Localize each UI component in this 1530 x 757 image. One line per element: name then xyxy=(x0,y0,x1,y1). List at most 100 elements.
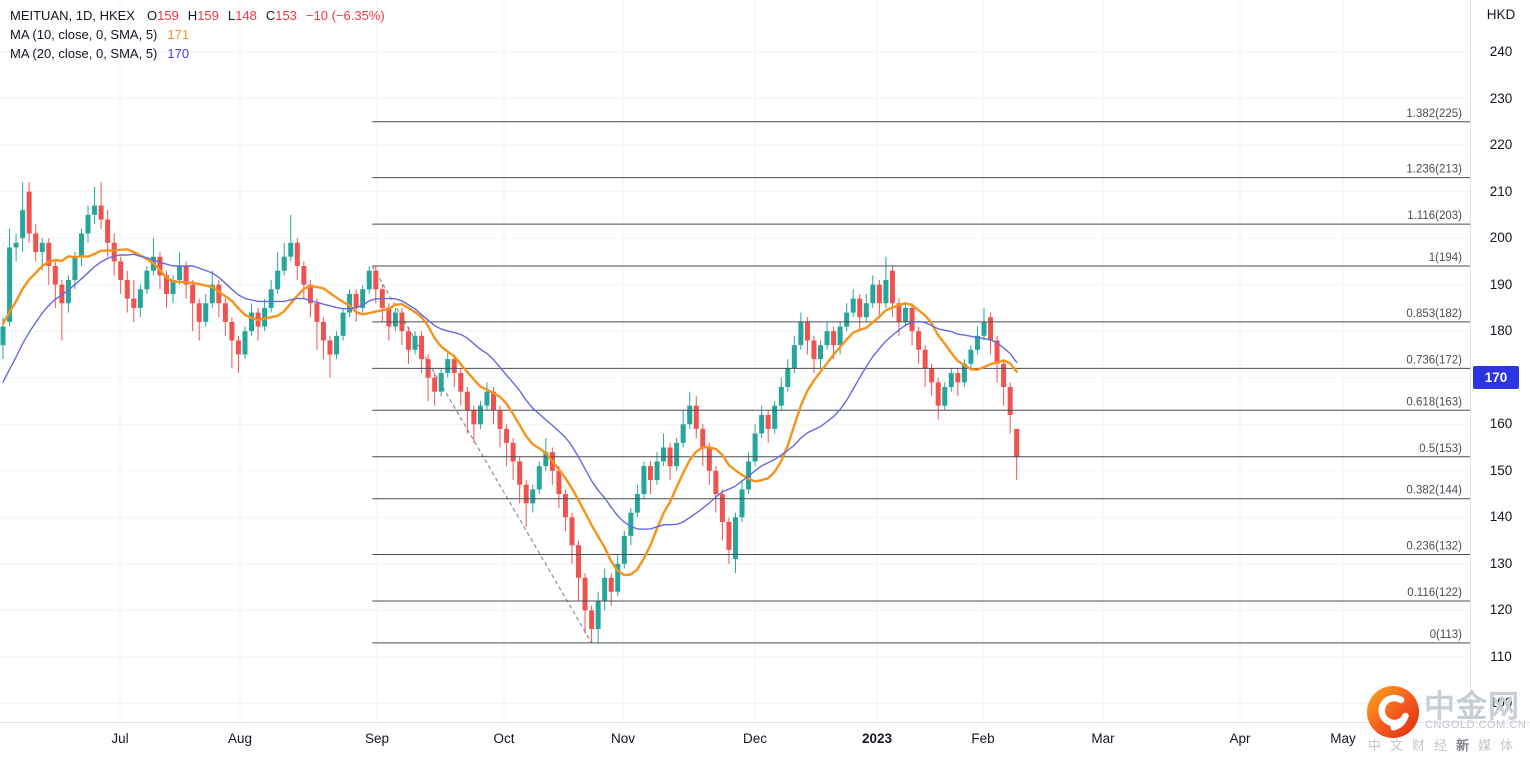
watermark-tagline-char: 中 xyxy=(1368,738,1382,753)
candle-body xyxy=(641,466,647,495)
candle-body xyxy=(759,414,765,434)
candle-body xyxy=(20,210,26,239)
candle-body xyxy=(844,312,850,327)
candle-body xyxy=(935,382,941,406)
change-value: −10 (−6.35%) xyxy=(305,8,385,23)
candle-body xyxy=(602,577,608,602)
watermark-tagline-char: 文 xyxy=(1390,738,1404,753)
candle-body xyxy=(621,535,627,564)
watermark-tagline-char: 新 xyxy=(1456,738,1470,753)
ma-line xyxy=(2,253,1018,530)
candle-body xyxy=(13,242,19,248)
candle-body xyxy=(732,517,738,560)
candle-body xyxy=(608,577,614,592)
candle-body xyxy=(281,256,287,271)
legend-ma10-row[interactable]: MA (10, close, 0, SMA, 5) 171 xyxy=(10,25,385,44)
candle-body xyxy=(118,261,124,280)
candle-body xyxy=(831,331,837,346)
time-tick: 2023 xyxy=(861,731,893,746)
candle-body xyxy=(615,563,621,592)
fib-label: 0.618(163) xyxy=(1406,396,1462,408)
candle-body xyxy=(582,577,588,611)
candle-body xyxy=(556,470,562,495)
candle-body xyxy=(268,289,274,308)
candle-body xyxy=(948,373,954,388)
candle-body xyxy=(988,317,994,341)
candle-body xyxy=(458,373,464,392)
candle-body xyxy=(850,298,856,313)
candle-body xyxy=(589,610,595,629)
candle-body xyxy=(438,373,444,392)
candle-body xyxy=(647,466,653,481)
candle-body xyxy=(974,335,980,350)
watermark-domain: CNGOLD.COM.CN xyxy=(1425,719,1527,731)
price-axis[interactable]: HKD 240 230 220 210 200 190 180 170 160 150 140 130… xyxy=(1470,0,1530,722)
price-tick: 110 xyxy=(1490,648,1512,664)
trend-line[interactable] xyxy=(371,265,593,644)
price-tick: 150 xyxy=(1489,462,1513,478)
candle-body xyxy=(33,233,39,253)
candle-body xyxy=(203,303,209,322)
candle-body xyxy=(870,284,876,304)
candle-body xyxy=(347,293,353,313)
symbol-title: MEITUAN, 1D, HKEX xyxy=(10,8,135,23)
candle-body xyxy=(288,242,294,257)
candle-body xyxy=(65,279,71,304)
fib-label: 0(113) xyxy=(1430,629,1463,641)
candle-body xyxy=(98,205,104,220)
price-tick: 140 xyxy=(1489,509,1513,525)
high-value: H159 xyxy=(187,8,219,23)
candle-body xyxy=(798,321,804,346)
candle-body xyxy=(726,521,732,550)
candle-body xyxy=(569,517,575,546)
candle-body xyxy=(92,205,98,215)
candle-body xyxy=(412,335,418,350)
cngold-logo-icon xyxy=(1367,686,1419,738)
candle-body xyxy=(785,368,791,388)
candle-body xyxy=(46,242,52,267)
watermark-tagline-char: 媒 xyxy=(1478,738,1492,753)
ma20-value: 170 xyxy=(167,46,190,61)
candle-body xyxy=(863,303,869,318)
candle-body xyxy=(530,489,536,504)
fib-label: 0.236(132) xyxy=(1406,541,1462,553)
time-tick: Sep xyxy=(364,731,390,746)
open-value: O159 xyxy=(146,8,179,23)
candle-body xyxy=(517,461,523,485)
candle-body xyxy=(922,349,928,369)
candle-body xyxy=(896,303,902,322)
close-value: C153 xyxy=(265,8,297,23)
candle-body xyxy=(373,270,379,290)
price-tick: 200 xyxy=(1489,230,1513,246)
ma10-label: MA (10, close, 0, SMA, 5) xyxy=(10,27,158,42)
candle-body xyxy=(562,494,568,518)
candle-body xyxy=(497,410,503,429)
candle-body xyxy=(693,405,699,429)
legend-symbol-row[interactable]: MEITUAN, 1D, HKEX O159 H159 L148 C153 −1… xyxy=(10,6,385,25)
candle-body xyxy=(778,387,784,406)
candle-body xyxy=(981,321,987,336)
time-tick: May xyxy=(1330,731,1356,746)
candle-body xyxy=(811,340,817,360)
watermark-tagline-char: 经 xyxy=(1434,738,1448,753)
candle-body xyxy=(929,368,935,383)
candle-body xyxy=(124,279,130,299)
candle-body xyxy=(628,512,634,536)
time-tick: Apr xyxy=(1229,731,1251,746)
candle-body xyxy=(0,326,6,346)
time-axis[interactable]: Jul Aug Sep Oct Nov Dec 2023 Feb Mar Apr May xyxy=(0,722,1530,757)
candle-body xyxy=(857,298,863,318)
fib-label: 0.5(153) xyxy=(1419,443,1462,455)
fib-label: 1.236(213) xyxy=(1406,164,1462,176)
candle-body xyxy=(634,494,640,513)
legend-ma20-row[interactable]: MA (20, close, 0, SMA, 5) 170 xyxy=(10,44,385,63)
candle-body xyxy=(1007,387,1013,415)
watermark-title: 中金网 xyxy=(1424,689,1520,724)
candle-body xyxy=(484,391,490,406)
candle-body xyxy=(216,284,222,304)
candle-body xyxy=(392,312,398,327)
candle-body xyxy=(419,335,425,360)
time-tick: Mar xyxy=(1091,731,1115,746)
candle-body xyxy=(576,545,582,578)
